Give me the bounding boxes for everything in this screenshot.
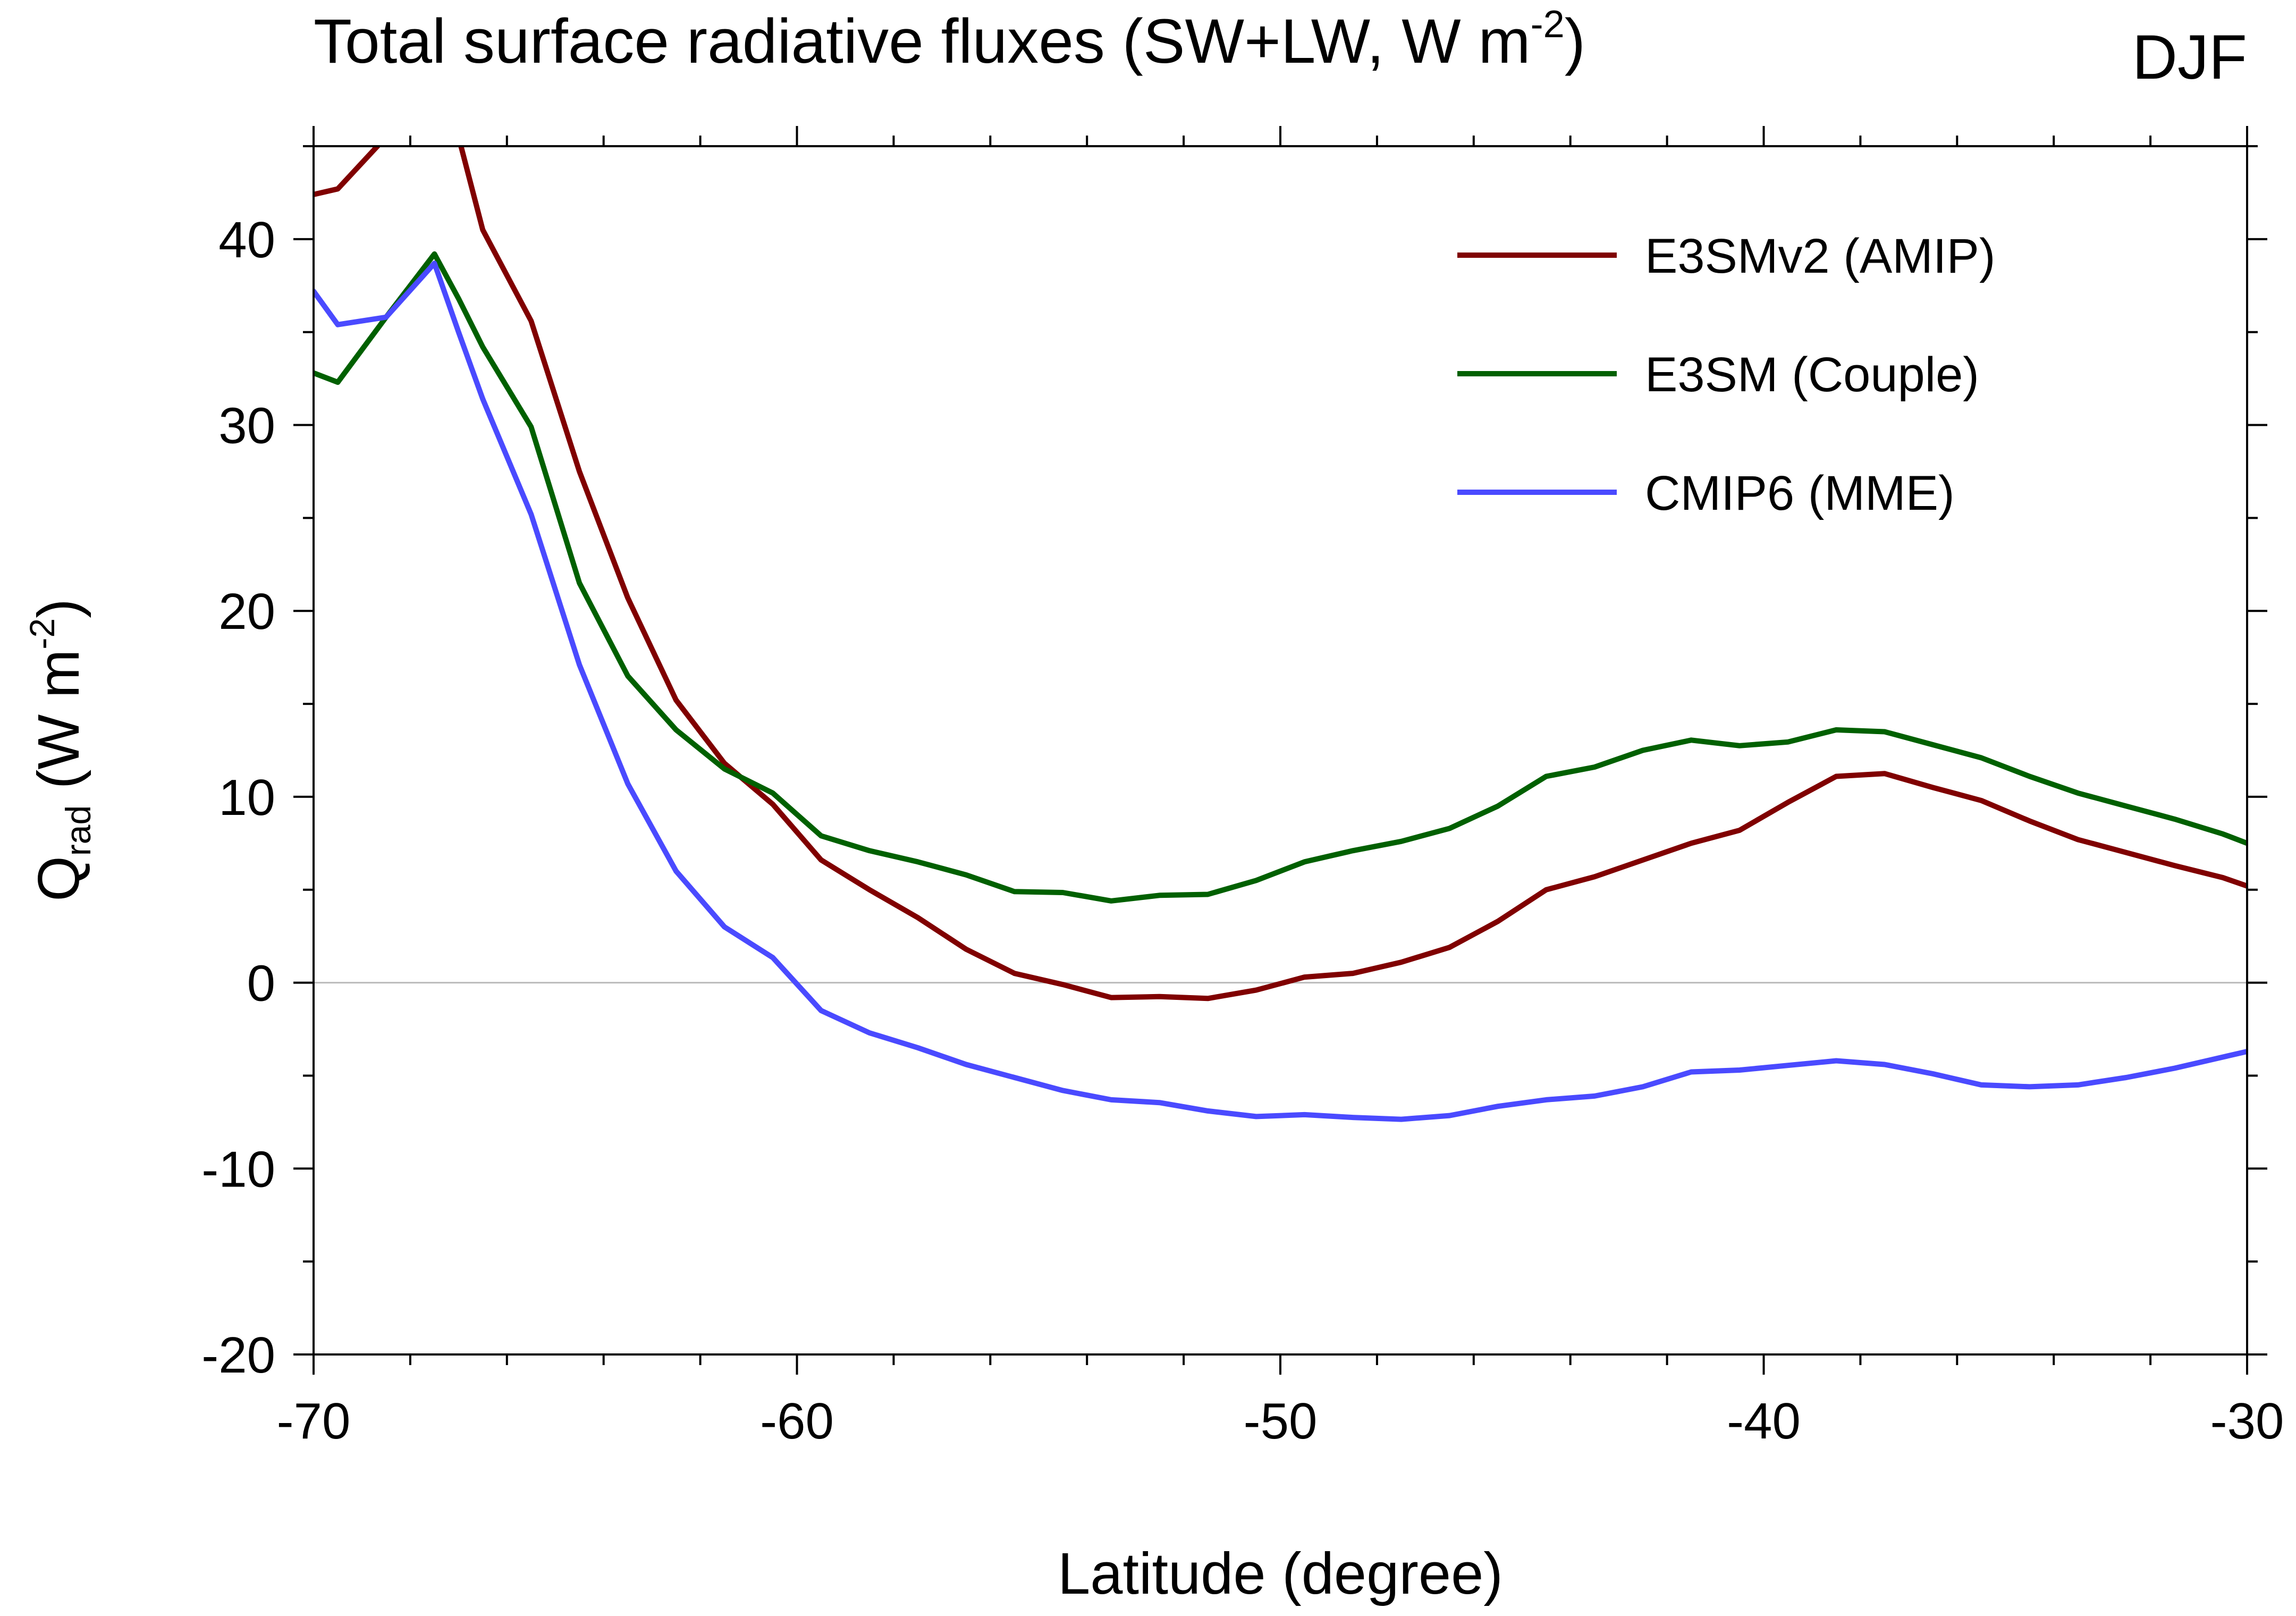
season-label: DJF	[2132, 22, 2247, 92]
chart-title: Total surface radiative fluxes (SW+LW, W…	[314, 3, 1585, 77]
tick-group	[293, 126, 2267, 1375]
x-tick-label: -40	[1727, 1393, 1801, 1450]
x-tick-labels: -70 -60 -50 -40 -30	[277, 1393, 2284, 1450]
y-tick-label: -20	[201, 1327, 275, 1384]
series-line-1	[314, 146, 2247, 1001]
y-tick-labels: -20 -10 0 10 20 30 40	[201, 212, 275, 1384]
y-tick-label: 30	[218, 398, 275, 454]
series-line-3	[314, 260, 2247, 1122]
x-tick-label: -60	[760, 1393, 834, 1450]
legend-label-1: E3SMv2 (AMIP)	[1645, 229, 1995, 283]
legend-label-3: CMIP6 (MME)	[1645, 466, 1955, 520]
series-line-2	[314, 251, 2247, 904]
y-tick-label: 10	[218, 769, 275, 826]
x-tick-label: -30	[2210, 1393, 2284, 1450]
legend-label-2: E3SM (Couple)	[1645, 348, 1979, 402]
x-tick-label: -50	[1244, 1393, 1318, 1450]
legend: E3SMv2 (AMIP) E3SM (Couple) CMIP6 (MME)	[1457, 229, 1995, 520]
y-tick-label: 40	[218, 212, 275, 268]
x-axis-label: Latitude (degree)	[1058, 1541, 1503, 1606]
series-group	[314, 146, 2247, 1122]
y-tick-label: 20	[218, 583, 275, 640]
x-tick-label: -70	[277, 1393, 351, 1450]
y-axis-label: Qrad (W m-2)	[22, 599, 98, 902]
y-tick-label: 0	[247, 955, 275, 1012]
plot-frame	[313, 145, 2248, 1356]
y-tick-label: -10	[201, 1141, 275, 1198]
